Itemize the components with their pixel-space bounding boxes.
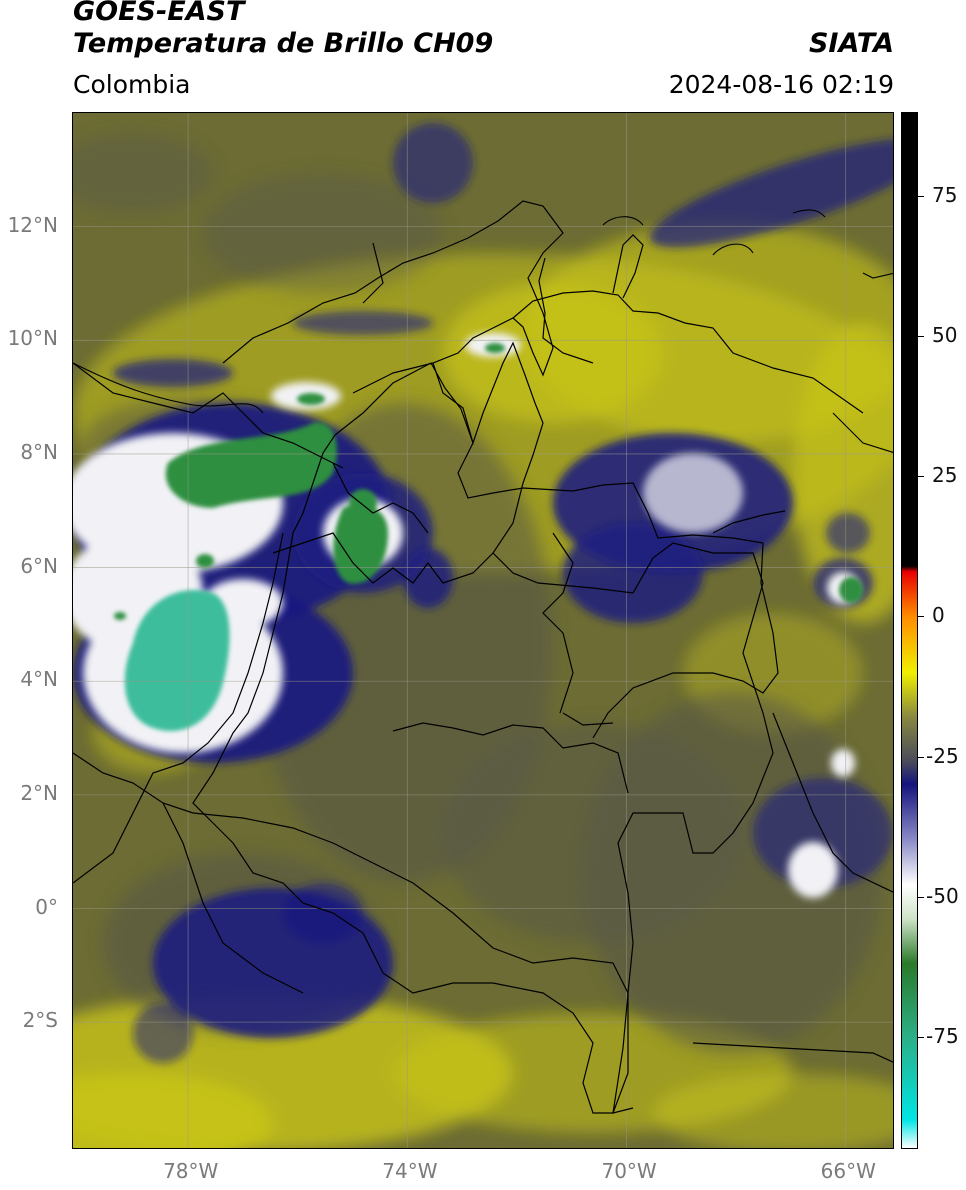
colorbar-tick-label: 25 — [932, 463, 958, 488]
lon-tick-label: 70°W — [601, 1159, 657, 1183]
colorbar-tick — [918, 476, 924, 478]
satellite-map[interactable] — [72, 112, 894, 1149]
colorbar-tick — [918, 616, 924, 618]
colorbar-tick — [918, 336, 924, 338]
colorbar-tick — [918, 756, 924, 758]
datetime-label: 2024-08-16 02:19 — [668, 70, 894, 99]
lat-tick-label: 10°N — [7, 326, 58, 351]
colorbar-tick-label: 50 — [932, 323, 958, 348]
product-title: Temperatura de Brillo CH09 — [73, 28, 494, 59]
lat-tick-label: 2°S — [22, 1008, 58, 1033]
lat-tick-label: 0° — [35, 894, 58, 919]
colorbar-fill — [902, 113, 917, 1148]
political-boundaries — [73, 200, 893, 1114]
colorbar-tick — [918, 896, 924, 898]
colorbar-tick — [918, 196, 924, 198]
colorbar — [901, 112, 918, 1149]
brightness-temperature-image — [73, 113, 893, 1148]
lat-tick-label: 6°N — [20, 553, 58, 578]
region-label: Colombia — [73, 70, 191, 99]
lon-tick-label: 66°W — [820, 1159, 876, 1183]
colorbar-tick-label: 75 — [932, 183, 958, 208]
lat-tick-label: 12°N — [7, 212, 58, 237]
colorbar-tick-label: 0 — [932, 603, 945, 628]
lat-tick-label: 2°N — [20, 780, 58, 805]
colorbar-gradient — [902, 113, 917, 1148]
coastline — [73, 209, 893, 453]
satellite-title: GOES-EAST — [73, 0, 245, 27]
lat-tick-label: 4°N — [20, 667, 58, 692]
lat-lon-grid — [73, 113, 893, 1148]
lon-tick-label: 74°W — [382, 1159, 438, 1183]
colorbar-tick-label: -50 — [926, 883, 959, 908]
colombia-boundary — [192, 341, 774, 1114]
lon-tick-label: 78°W — [163, 1159, 219, 1183]
colorbar-tick-label: -75 — [926, 1023, 959, 1048]
agency-label: SIATA — [808, 28, 894, 59]
lat-tick-label: 8°N — [20, 439, 58, 464]
colorbar-tick-label: -25 — [926, 743, 959, 768]
colorbar-tick — [918, 1036, 924, 1038]
